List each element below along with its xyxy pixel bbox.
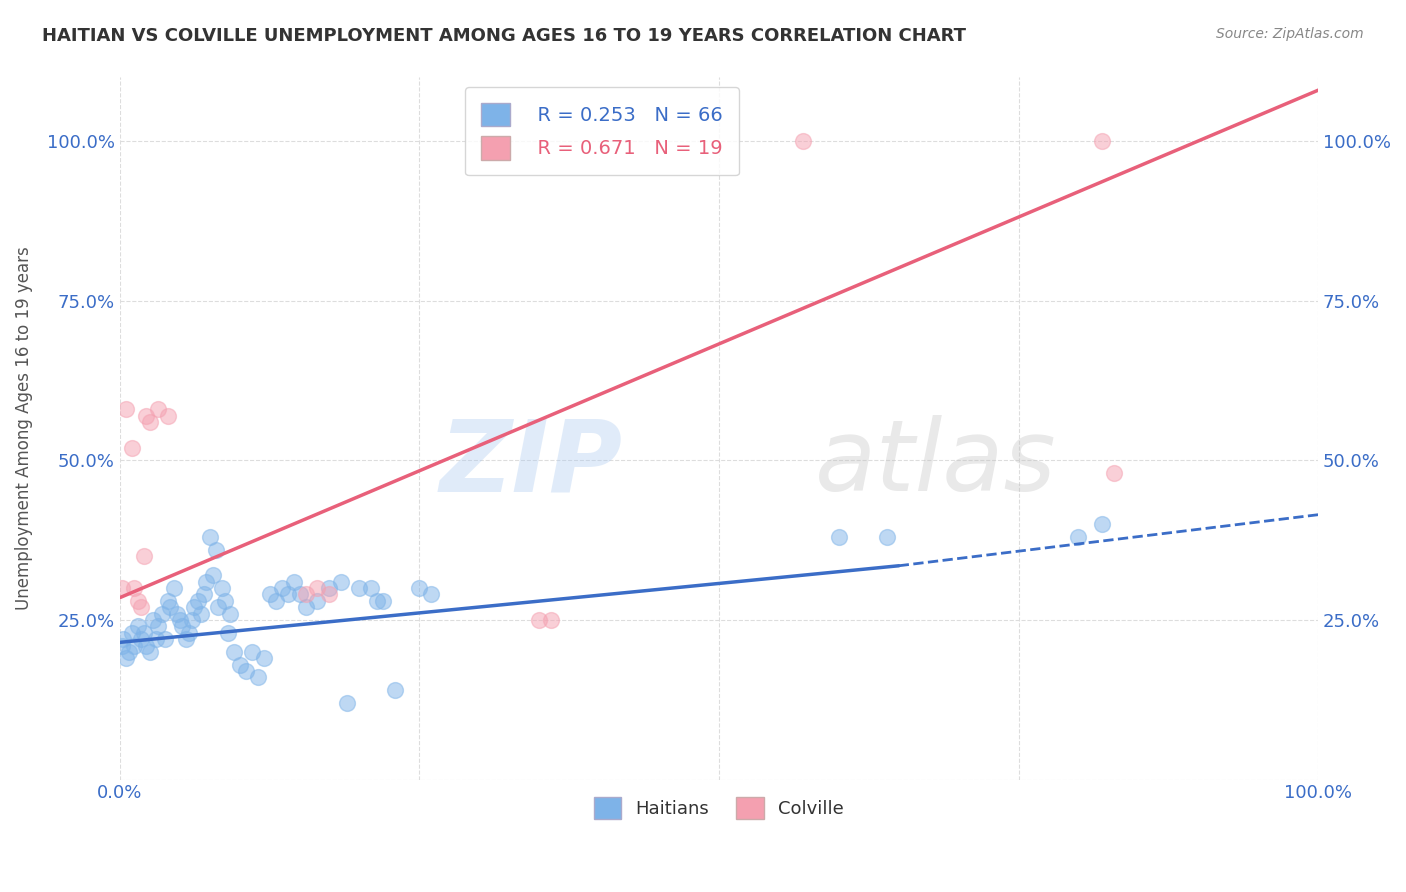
- Point: [527, 613, 550, 627]
- Point: [122, 639, 145, 653]
- Point: [349, 581, 371, 595]
- Point: [135, 409, 157, 423]
- Point: [179, 625, 201, 640]
- Point: [792, 134, 814, 148]
- Point: [135, 639, 157, 653]
- Point: [408, 581, 430, 595]
- Point: [131, 600, 153, 615]
- Point: [1091, 134, 1114, 148]
- Text: HAITIAN VS COLVILLE UNEMPLOYMENT AMONG AGES 16 TO 19 YEARS CORRELATION CHART: HAITIAN VS COLVILLE UNEMPLOYMENT AMONG A…: [42, 27, 966, 45]
- Point: [111, 639, 134, 653]
- Point: [384, 683, 406, 698]
- Point: [142, 613, 165, 627]
- Point: [146, 619, 169, 633]
- Point: [156, 409, 179, 423]
- Point: [217, 625, 239, 640]
- Point: [187, 594, 209, 608]
- Point: [1104, 467, 1126, 481]
- Point: [114, 402, 136, 417]
- Point: [156, 594, 179, 608]
- Point: [540, 613, 562, 627]
- Point: [276, 587, 298, 601]
- Point: [174, 632, 197, 647]
- Point: [127, 594, 149, 608]
- Point: [195, 574, 218, 589]
- Point: [163, 581, 186, 595]
- Point: [169, 613, 191, 627]
- Point: [294, 587, 316, 601]
- Point: [876, 530, 898, 544]
- Point: [420, 587, 443, 601]
- Point: [288, 587, 311, 601]
- Point: [132, 625, 155, 640]
- Point: [270, 581, 292, 595]
- Point: [155, 632, 177, 647]
- Point: [259, 587, 281, 601]
- Point: [146, 402, 169, 417]
- Point: [307, 594, 329, 608]
- Point: [138, 415, 160, 429]
- Point: [283, 574, 305, 589]
- Y-axis label: Unemployment Among Ages 16 to 19 years: Unemployment Among Ages 16 to 19 years: [15, 247, 32, 610]
- Point: [114, 651, 136, 665]
- Point: [252, 651, 274, 665]
- Point: [131, 632, 153, 647]
- Point: [1091, 517, 1114, 532]
- Point: [138, 645, 160, 659]
- Point: [121, 441, 143, 455]
- Point: [112, 632, 135, 647]
- Point: [170, 619, 193, 633]
- Point: [1067, 530, 1090, 544]
- Point: [111, 581, 134, 595]
- Point: [318, 587, 340, 601]
- Point: [214, 594, 236, 608]
- Point: [193, 587, 215, 601]
- Point: [180, 613, 202, 627]
- Point: [307, 581, 329, 595]
- Point: [132, 549, 155, 564]
- Point: [121, 625, 143, 640]
- Text: ZIP: ZIP: [440, 415, 623, 512]
- Point: [235, 664, 257, 678]
- Point: [222, 645, 245, 659]
- Point: [246, 671, 269, 685]
- Point: [330, 574, 353, 589]
- Point: [122, 581, 145, 595]
- Point: [294, 600, 316, 615]
- Point: [183, 600, 205, 615]
- Point: [318, 581, 340, 595]
- Point: [198, 530, 221, 544]
- Point: [373, 594, 395, 608]
- Point: [228, 657, 250, 672]
- Point: [118, 645, 141, 659]
- Point: [219, 607, 242, 621]
- Point: [366, 594, 388, 608]
- Point: [240, 645, 263, 659]
- Point: [828, 530, 851, 544]
- Point: [145, 632, 167, 647]
- Point: [211, 581, 233, 595]
- Point: [207, 600, 229, 615]
- Point: [190, 607, 212, 621]
- Point: [204, 542, 226, 557]
- Legend: Haitians, Colville: Haitians, Colville: [579, 783, 858, 834]
- Point: [202, 568, 225, 582]
- Point: [150, 607, 173, 621]
- Point: [336, 696, 359, 710]
- Text: Source: ZipAtlas.com: Source: ZipAtlas.com: [1216, 27, 1364, 41]
- Point: [159, 600, 181, 615]
- Point: [166, 607, 188, 621]
- Point: [360, 581, 382, 595]
- Point: [264, 594, 287, 608]
- Text: atlas: atlas: [815, 415, 1056, 512]
- Point: [127, 619, 149, 633]
